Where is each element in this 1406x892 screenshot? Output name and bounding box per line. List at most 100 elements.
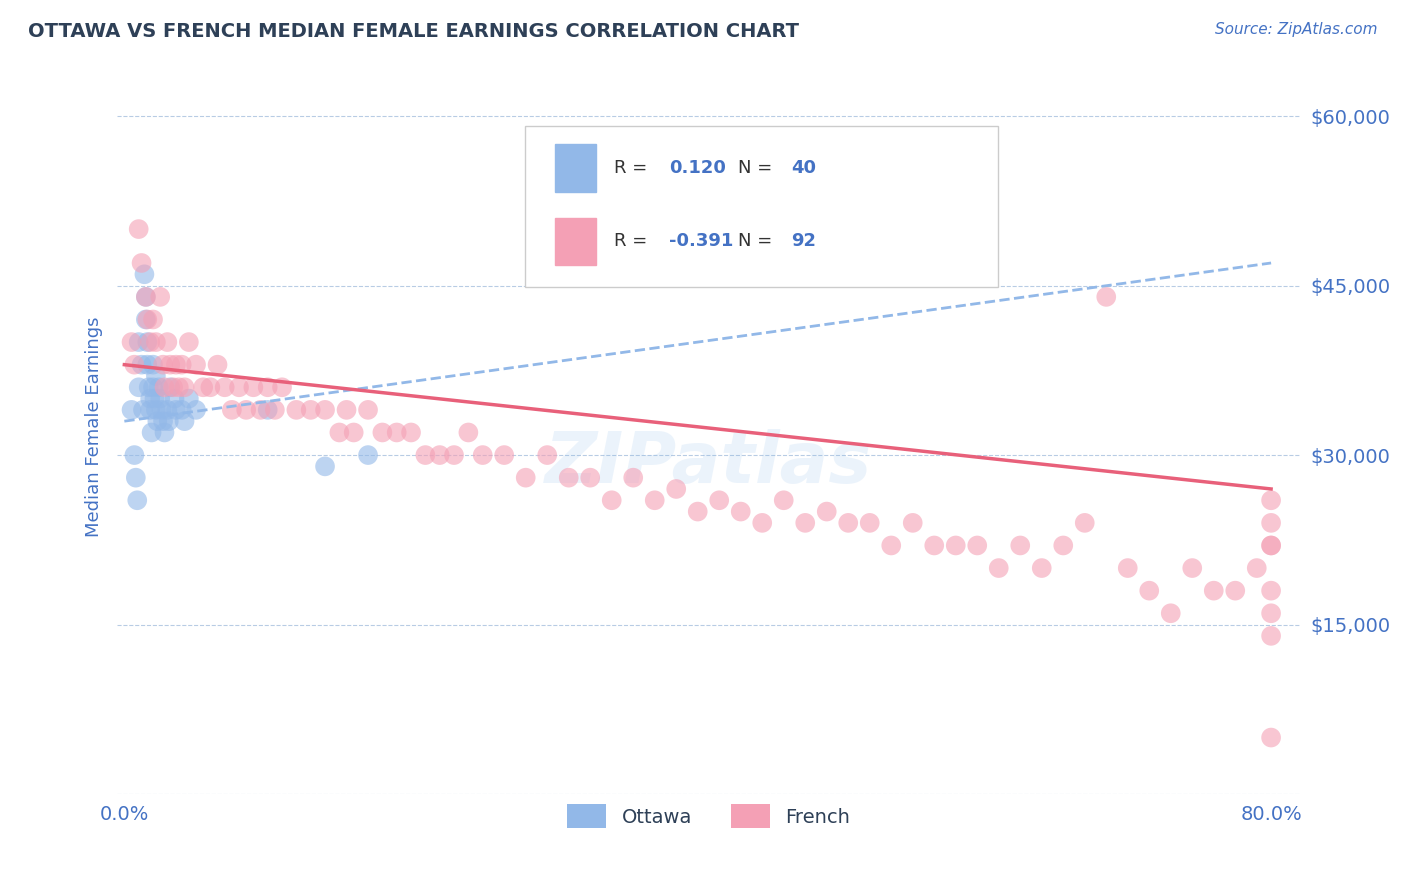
- Point: [139, 392, 162, 406]
- Point: [815, 505, 838, 519]
- Text: Source: ZipAtlas.com: Source: ZipAtlas.com: [1215, 22, 1378, 37]
- Point: [141, 425, 163, 440]
- Point: [399, 425, 422, 440]
- Point: [184, 402, 207, 417]
- Point: [1137, 583, 1160, 598]
- Point: [415, 448, 437, 462]
- Point: [1260, 607, 1282, 621]
- Point: [600, 493, 623, 508]
- Point: [314, 459, 336, 474]
- Point: [1260, 516, 1282, 530]
- Text: N =: N =: [738, 159, 778, 177]
- Point: [1260, 629, 1282, 643]
- Point: [709, 493, 731, 508]
- Point: [299, 402, 322, 417]
- Point: [184, 358, 207, 372]
- Point: [242, 380, 264, 394]
- Point: [142, 312, 165, 326]
- Point: [124, 448, 146, 462]
- Point: [1225, 583, 1247, 598]
- Point: [686, 505, 709, 519]
- Point: [235, 402, 257, 417]
- Point: [471, 448, 494, 462]
- Point: [357, 402, 380, 417]
- Point: [150, 402, 173, 417]
- Text: OTTAWA VS FRENCH MEDIAN FEMALE EARNINGS CORRELATION CHART: OTTAWA VS FRENCH MEDIAN FEMALE EARNINGS …: [28, 22, 799, 41]
- Point: [148, 380, 170, 394]
- Point: [124, 358, 146, 372]
- Point: [1260, 539, 1282, 553]
- Point: [457, 425, 479, 440]
- Point: [165, 402, 187, 417]
- Point: [751, 516, 773, 530]
- Point: [152, 414, 174, 428]
- Point: [173, 414, 195, 428]
- Point: [142, 358, 165, 372]
- Point: [149, 392, 172, 406]
- Point: [837, 516, 859, 530]
- Point: [621, 471, 644, 485]
- Point: [579, 471, 602, 485]
- Point: [156, 402, 179, 417]
- Point: [228, 380, 250, 394]
- Point: [515, 471, 537, 485]
- Point: [357, 448, 380, 462]
- Point: [494, 448, 516, 462]
- Point: [136, 334, 159, 349]
- Point: [945, 539, 967, 553]
- Point: [162, 380, 184, 394]
- Point: [263, 402, 285, 417]
- Point: [121, 402, 143, 417]
- Point: [371, 425, 394, 440]
- Point: [1246, 561, 1268, 575]
- Point: [177, 334, 200, 349]
- Point: [1095, 290, 1118, 304]
- Point: [153, 380, 176, 394]
- Point: [207, 358, 229, 372]
- Point: [136, 358, 159, 372]
- Point: [314, 402, 336, 417]
- Point: [145, 334, 167, 349]
- Point: [256, 402, 278, 417]
- Bar: [555, 145, 596, 192]
- Point: [128, 222, 150, 236]
- Point: [249, 402, 271, 417]
- Point: [1116, 561, 1139, 575]
- Point: [163, 392, 186, 406]
- Point: [153, 425, 176, 440]
- Point: [128, 334, 150, 349]
- Point: [152, 358, 174, 372]
- Point: [1052, 539, 1074, 553]
- Point: [170, 402, 193, 417]
- Point: [1260, 493, 1282, 508]
- Text: 40: 40: [792, 159, 817, 177]
- Point: [173, 380, 195, 394]
- Point: [772, 493, 794, 508]
- Point: [794, 516, 817, 530]
- Point: [901, 516, 924, 530]
- Point: [121, 334, 143, 349]
- Legend: Ottawa, French: Ottawa, French: [560, 797, 858, 836]
- Text: N =: N =: [738, 233, 778, 251]
- Point: [177, 392, 200, 406]
- Text: 0.120: 0.120: [669, 159, 727, 177]
- Point: [125, 471, 148, 485]
- Point: [730, 505, 752, 519]
- Point: [156, 334, 179, 349]
- Point: [285, 402, 308, 417]
- Point: [429, 448, 451, 462]
- Point: [139, 334, 162, 349]
- Point: [665, 482, 688, 496]
- Point: [221, 402, 243, 417]
- Point: [1160, 607, 1182, 621]
- Point: [328, 425, 350, 440]
- Point: [443, 448, 465, 462]
- Point: [256, 380, 278, 394]
- Point: [159, 358, 181, 372]
- FancyBboxPatch shape: [526, 126, 998, 287]
- Point: [143, 392, 166, 406]
- Point: [1074, 516, 1097, 530]
- Text: ZIPatlas: ZIPatlas: [544, 429, 872, 498]
- Point: [157, 414, 180, 428]
- Point: [139, 402, 162, 417]
